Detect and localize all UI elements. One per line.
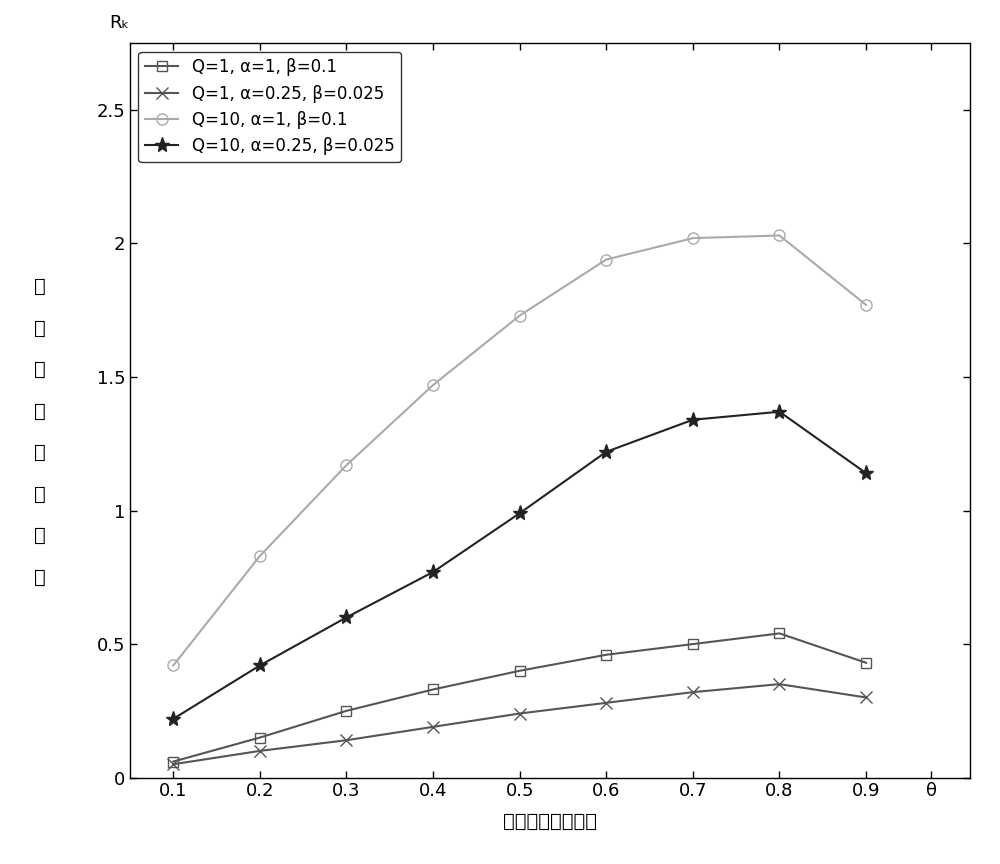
Text: 营: 营 [34,319,46,338]
Q=10, α=0.25, β=0.025 [427,567,439,577]
Q=10, α=0.25, β=0.025 [860,468,872,479]
Line: Q=10, α=1, β=0.1: Q=10, α=1, β=0.1 [168,230,872,671]
Q=1, α=1, β=0.1 [340,706,352,716]
Q=10, α=0.25, β=0.025 [773,407,785,417]
Q=1, α=1, β=0.1 [514,665,526,676]
Text: 的: 的 [34,402,46,421]
Q=10, α=0.25, β=0.025 [167,714,179,724]
Q=10, α=0.25, β=0.025 [254,660,266,670]
Q=1, α=0.25, β=0.025 [687,687,699,697]
Q=10, α=1, β=0.1 [514,310,526,321]
Q=10, α=1, β=0.1 [167,660,179,670]
Q=10, α=1, β=0.1 [340,460,352,470]
Line: Q=10, α=0.25, β=0.025: Q=10, α=0.25, β=0.025 [166,404,874,727]
Q=10, α=0.25, β=0.025 [514,508,526,518]
Q=10, α=1, β=0.1 [773,231,785,241]
Q=1, α=0.25, β=0.025 [254,746,266,756]
Q=10, α=1, β=0.1 [687,233,699,244]
Q=10, α=0.25, β=0.025 [340,613,352,623]
Q=1, α=1, β=0.1 [773,628,785,638]
Text: 商: 商 [34,360,46,379]
Q=1, α=1, β=0.1 [427,684,439,695]
X-axis label: 服务商的决策阈値: 服务商的决策阈値 [503,811,597,830]
Line: Q=1, α=1, β=0.1: Q=1, α=1, β=0.1 [168,628,871,766]
Q=1, α=0.25, β=0.025 [860,692,872,702]
Q=10, α=0.25, β=0.025 [687,415,699,425]
Text: 优: 优 [34,485,46,504]
Q=1, α=0.25, β=0.025 [167,759,179,770]
Q=10, α=1, β=0.1 [427,380,439,391]
Q=1, α=1, β=0.1 [687,638,699,649]
Q=1, α=0.25, β=0.025 [340,735,352,746]
Text: 最: 最 [34,443,46,462]
Q=1, α=0.25, β=0.025 [427,721,439,732]
Q=1, α=0.25, β=0.025 [600,697,612,708]
Q=1, α=1, β=0.1 [860,658,872,668]
Q=10, α=0.25, β=0.025 [600,447,612,457]
Q=10, α=1, β=0.1 [860,300,872,310]
Text: Rₖ: Rₖ [109,14,129,32]
Q=1, α=1, β=0.1 [254,733,266,743]
Line: Q=1, α=0.25, β=0.025: Q=1, α=0.25, β=0.025 [168,678,872,770]
Q=10, α=1, β=0.1 [254,550,266,561]
Q=1, α=0.25, β=0.025 [773,679,785,689]
Text: 效: 效 [34,526,46,545]
Q=10, α=1, β=0.1 [600,254,612,264]
Text: 益: 益 [34,568,46,587]
Q=1, α=0.25, β=0.025 [514,708,526,719]
Q=1, α=1, β=0.1 [600,650,612,660]
Legend: Q=1, α=1, β=0.1, Q=1, α=0.25, β=0.025, Q=10, α=1, β=0.1, Q=10, α=0.25, β=0.025: Q=1, α=1, β=0.1, Q=1, α=0.25, β=0.025, Q… [138,52,401,162]
Q=1, α=1, β=0.1 [167,756,179,766]
Text: 运: 运 [34,277,46,296]
